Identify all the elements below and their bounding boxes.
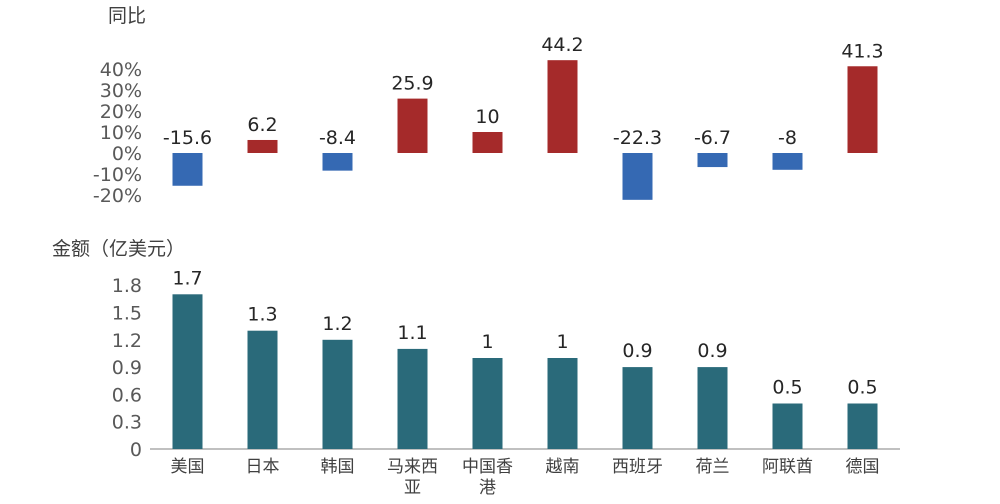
country-label-line: 中国香 (462, 457, 513, 477)
country-label-line: 德国 (846, 457, 880, 477)
yoy-bar (622, 153, 653, 200)
amount-bar (322, 339, 353, 449)
amount-bar (772, 403, 803, 449)
yoy-y-tick-label: 10% (100, 122, 142, 144)
country-label: 阿联酋 (762, 457, 813, 477)
country-label: 韩国 (321, 457, 355, 477)
yoy-data-label: -22.3 (613, 127, 662, 149)
amount-data-label: 1.1 (397, 322, 427, 344)
yoy-y-tick-label: 20% (100, 101, 142, 123)
amount-y-tick-label: 0.9 (112, 357, 142, 379)
yoy-data-label: 25.9 (391, 73, 433, 95)
amount-bars (172, 294, 878, 449)
amount-data-label: 0.5 (847, 377, 877, 399)
amount-data-label: 1 (556, 331, 568, 353)
country-label-line: 马来西 (387, 457, 438, 477)
amount-y-tick-label: 1.2 (112, 330, 142, 352)
amount-data-label: 0.5 (772, 377, 802, 399)
amount-y-tick-label: 0 (130, 439, 142, 461)
amount-y-ticks: 1.8 1.5 1.2 0.9 0.6 0.3 0 (112, 275, 142, 461)
yoy-y-tick-label: 40% (100, 59, 142, 81)
yoy-bars (172, 60, 878, 200)
yoy-y-tick-label: -20% (93, 185, 142, 207)
amount-data-labels: 1.7 1.3 1.2 1.1 1 1 0.9 0.9 0.5 0.5 (172, 267, 877, 398)
yoy-bar (547, 60, 578, 153)
amount-bar (697, 367, 728, 449)
country-label-line: 荷兰 (696, 457, 730, 477)
yoy-data-label: 44.2 (541, 34, 583, 56)
country-label-line: 韩国 (321, 457, 355, 477)
country-label-line: 越南 (546, 457, 580, 477)
yoy-bar (172, 153, 203, 186)
country-label: 荷兰 (696, 457, 730, 477)
country-label-line: 阿联酋 (762, 457, 813, 477)
country-label: 马来西亚 (387, 457, 438, 498)
country-label: 德国 (846, 457, 880, 477)
country-label-line: 日本 (246, 457, 280, 477)
amount-chart: 金额（亿美元） 1.8 1.5 1.2 0.9 0.6 0.3 0 1.7 1.3 1.2 1.1… (52, 238, 900, 498)
amount-data-label: 0.9 (622, 340, 652, 362)
country-label-line: 亚 (404, 478, 421, 498)
amount-bar (847, 403, 878, 449)
yoy-bar (247, 139, 278, 153)
yoy-data-label: 6.2 (247, 114, 277, 136)
country-label-line: 港 (479, 478, 496, 498)
country-label: 西班牙 (612, 457, 663, 477)
yoy-axis-title: 同比 (108, 5, 146, 27)
amount-axis-title: 金额（亿美元） (52, 238, 185, 260)
amount-y-tick-label: 0.3 (112, 412, 142, 434)
amount-bar (247, 330, 278, 449)
yoy-y-tick-label: 0% (112, 143, 142, 165)
amount-data-label: 1.2 (322, 313, 352, 335)
country-label-line: 西班牙 (612, 457, 663, 477)
yoy-bar (847, 66, 878, 153)
yoy-bar (697, 153, 728, 168)
yoy-data-label: -6.7 (694, 127, 731, 149)
yoy-data-label: -15.6 (163, 127, 212, 149)
amount-y-tick-label: 0.6 (112, 384, 142, 406)
country-label: 日本 (246, 457, 280, 477)
yoy-data-label: -8.4 (319, 127, 356, 149)
yoy-data-label: 41.3 (841, 40, 883, 62)
yoy-bar (322, 153, 353, 171)
yoy-growth-chart: 同比 40%30%20%10%0%-10%-20% -15.6 6.2 -8.4 25… (93, 5, 884, 207)
yoy-bar (772, 153, 803, 170)
yoy-data-labels: -15.6 6.2 -8.4 25.9 10 44.2 -22.3 -6.7 -8 41.3 (163, 34, 884, 149)
yoy-data-label: 10 (475, 106, 499, 128)
yoy-data-label: -8 (778, 127, 797, 149)
amount-bar (397, 348, 428, 449)
yoy-bar (397, 98, 428, 153)
amount-bar (172, 294, 203, 449)
amount-data-label: 1.3 (247, 304, 277, 326)
yoy-bar (472, 132, 503, 153)
amount-bar (472, 358, 503, 449)
country-label-line: 美国 (171, 457, 205, 477)
amount-bar (622, 367, 653, 449)
amount-data-label: 1 (481, 331, 493, 353)
amount-y-tick-label: 1.5 (112, 303, 142, 325)
yoy-y-ticks: 40%30%20%10%0%-10%-20% (93, 59, 142, 207)
country-label: 美国 (171, 457, 205, 477)
amount-data-label: 1.7 (172, 267, 202, 289)
yoy-y-tick-label: 30% (100, 80, 142, 102)
amount-y-tick-label: 1.8 (112, 275, 142, 297)
amount-bar (547, 358, 578, 449)
amount-data-label: 0.9 (697, 340, 727, 362)
country-label: 越南 (546, 457, 580, 477)
country-label: 中国香港 (462, 457, 513, 498)
yoy-y-tick-label: -10% (93, 164, 142, 186)
